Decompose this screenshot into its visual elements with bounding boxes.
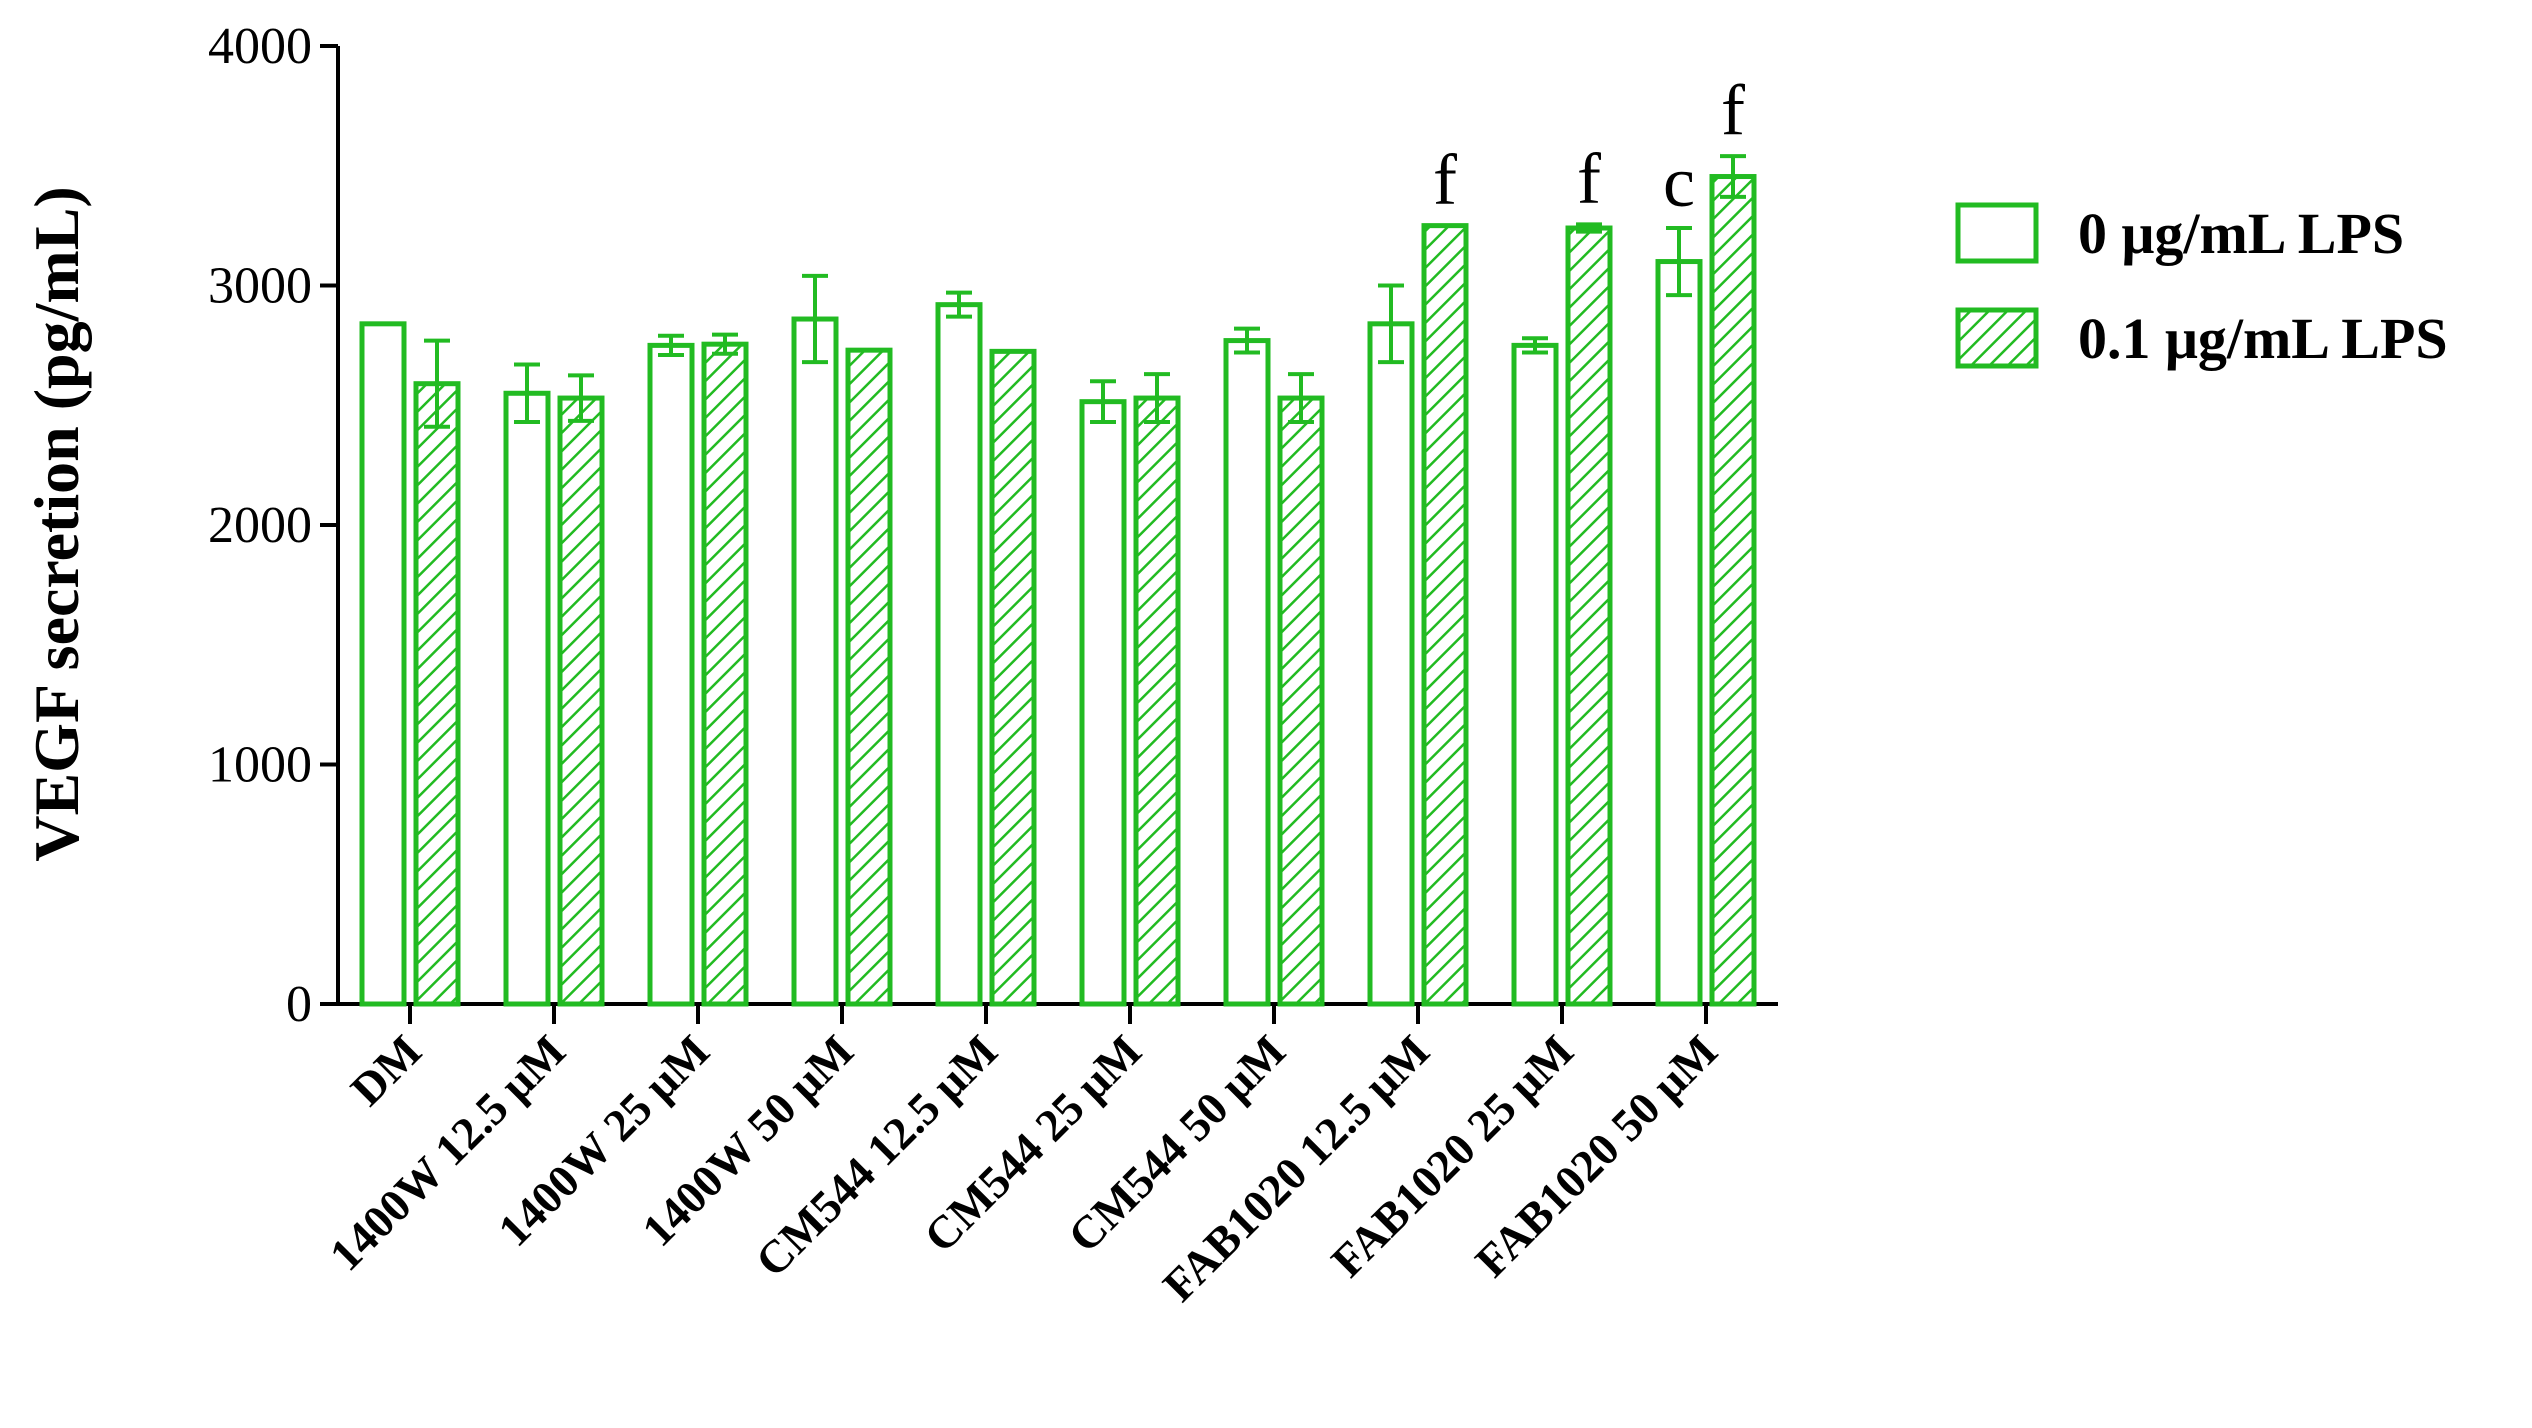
bars: f f cf bbox=[359, 70, 1757, 1007]
significance-label: f bbox=[1721, 70, 1745, 150]
bar-0.1-lps bbox=[989, 348, 1037, 1007]
bar-0.1-lps bbox=[701, 341, 749, 1007]
y-tick-label: 4000 bbox=[208, 18, 312, 75]
category-label: FAB1020 12.5 μM bbox=[1153, 1025, 1439, 1311]
category-label: FAB1020 25 μM bbox=[1321, 1025, 1583, 1287]
legend-swatch bbox=[1955, 307, 2039, 369]
legend: 0 μg/mL LPS 0.1 μg/mL LPS bbox=[1955, 201, 2448, 371]
y-axis-label: VEGF secretion (pg/mL) bbox=[21, 186, 92, 861]
bar-0.1-lps bbox=[1565, 225, 1613, 1007]
legend-label: 0 μg/mL LPS bbox=[2078, 201, 2404, 266]
bar-0.1-lps bbox=[845, 347, 893, 1007]
bar-0.1-lps bbox=[557, 395, 605, 1007]
legend-swatch bbox=[1955, 202, 2039, 264]
significance-label: f bbox=[1577, 138, 1601, 218]
bar-0-lps bbox=[791, 316, 839, 1007]
bar-0-lps bbox=[1655, 259, 1703, 1007]
y-tick-label: 1000 bbox=[208, 737, 312, 794]
legend-label: 0.1 μg/mL LPS bbox=[2078, 306, 2448, 371]
y-tick-label: 0 bbox=[286, 976, 312, 1033]
category-label: CM544 12.5 μM bbox=[746, 1025, 1007, 1286]
significance-label: c bbox=[1663, 142, 1695, 222]
category-label: FAB1020 50 μM bbox=[1465, 1025, 1727, 1287]
bar-0.1-lps bbox=[1133, 395, 1181, 1007]
bar-0-lps bbox=[503, 390, 551, 1007]
bar-0-lps bbox=[1367, 321, 1415, 1007]
bar-0-lps bbox=[647, 342, 695, 1007]
bar-0-lps bbox=[935, 302, 983, 1007]
bar-0.1-lps bbox=[1421, 223, 1469, 1007]
bar-0-lps bbox=[1223, 338, 1271, 1007]
bar-0-lps bbox=[1079, 399, 1127, 1007]
y-tick-label: 2000 bbox=[208, 497, 312, 554]
significance-label: f bbox=[1433, 140, 1457, 220]
bar-0-lps bbox=[359, 321, 407, 1007]
bar-0.1-lps bbox=[1709, 174, 1757, 1007]
y-tick-label: 3000 bbox=[208, 258, 312, 315]
bar-0-lps bbox=[1511, 342, 1559, 1007]
category-label: DM bbox=[341, 1025, 431, 1115]
bar-0.1-lps bbox=[1277, 395, 1325, 1007]
bar-0.1-lps bbox=[413, 381, 461, 1007]
